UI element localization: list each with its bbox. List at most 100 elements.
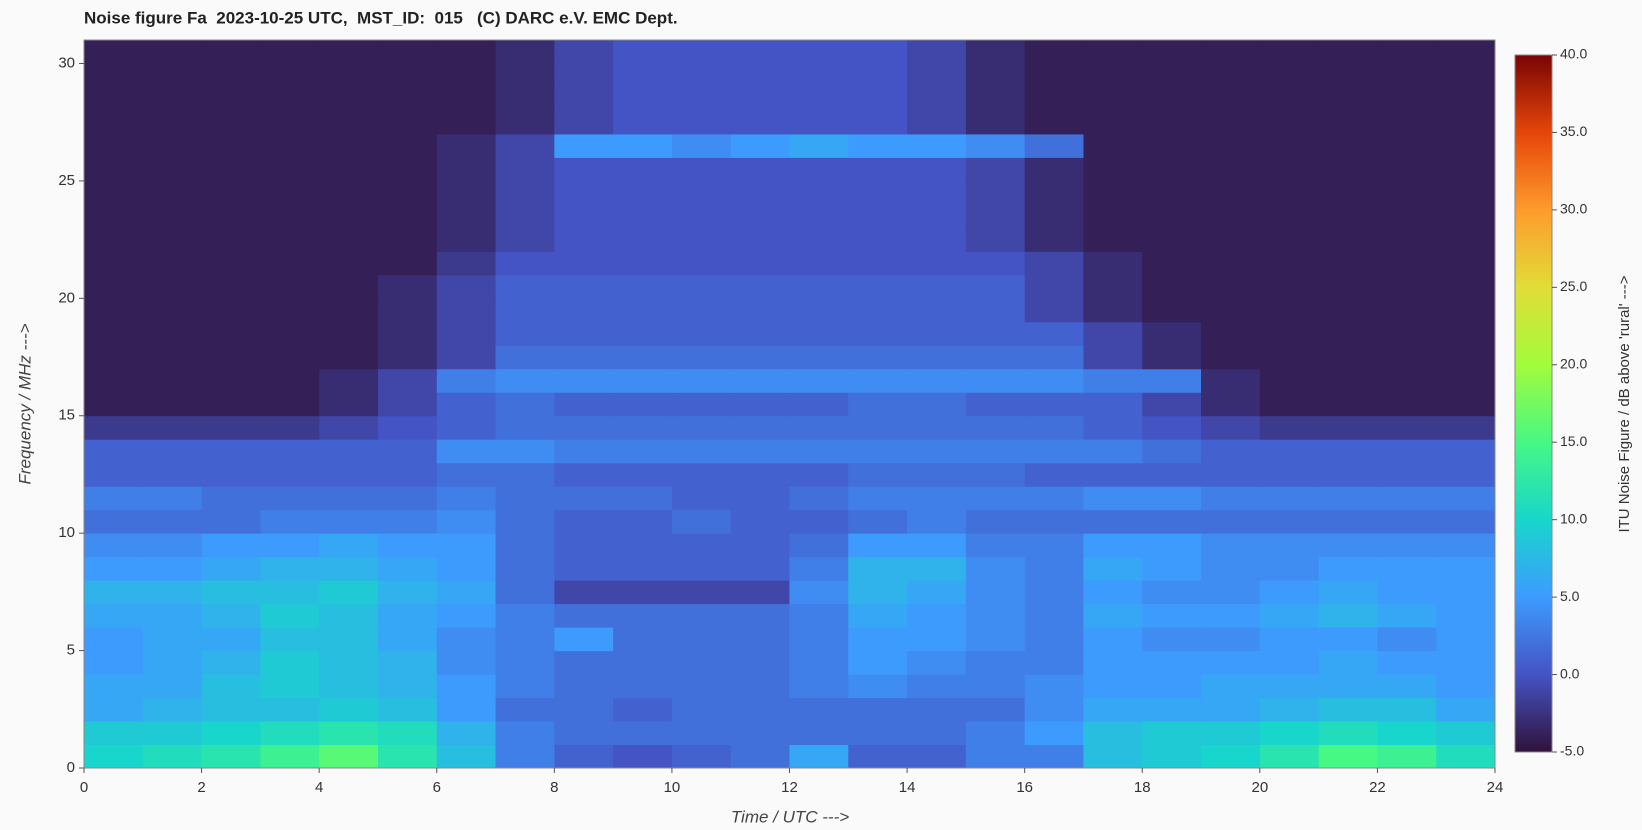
heatmap-cell [260,157,320,182]
heatmap-cell [260,462,320,487]
heatmap-cell [201,509,261,534]
heatmap-cell [1259,392,1320,417]
heatmap-cell [965,650,1026,675]
heatmap-cell [789,298,849,323]
heatmap-cell [730,392,790,417]
heatmap-cell [260,509,320,534]
heatmap-cell [1024,204,1084,229]
x-tick-label: 4 [315,779,323,796]
heatmap-cell [1024,580,1084,605]
heatmap-cell [319,251,379,276]
heatmap-cell [495,157,555,182]
heatmap-cell [671,439,732,464]
heatmap-cell [1024,650,1084,675]
heatmap-cell [260,368,320,393]
heatmap-cell [1318,63,1378,88]
heatmap-cell [613,415,673,440]
heatmap-cell [319,368,379,393]
heatmap-cell [1377,298,1437,323]
colorbar-tick-label: 15.0 [1560,433,1587,449]
x-tick-label: 20 [1251,779,1268,796]
heatmap-cell [730,298,790,323]
heatmap-cell [730,462,790,487]
heatmap-cell [965,721,1026,746]
heatmap-cell [671,556,732,581]
heatmap-cell [554,392,614,417]
heatmap-cell [142,157,203,182]
heatmap-cell [1024,439,1084,464]
heatmap-cell [907,627,967,652]
heatmap-cell [789,744,849,769]
heatmap-cell [554,744,614,769]
colorbar [1514,54,1553,753]
heatmap-cell [1201,462,1261,487]
heatmap-cell [260,439,320,464]
heatmap-cell [554,486,614,511]
heatmap-cell [1142,509,1202,534]
heatmap-cell [1083,650,1143,675]
heatmap-cell [848,580,908,605]
heatmap-cell [142,439,203,464]
heatmap-cell [907,321,967,346]
heatmap-cell [1201,40,1261,64]
heatmap-cell [436,603,497,628]
heatmap-cell [907,345,967,370]
heatmap-cell [1259,697,1320,722]
heatmap-cell [495,40,555,64]
heatmap-cell [1142,744,1202,769]
heatmap-cell [1377,321,1437,346]
heatmap-cell [907,697,967,722]
heatmap-cell [1436,415,1496,440]
heatmap-cell [84,627,144,652]
heatmap-cell [1142,533,1202,558]
heatmap-cell [142,251,203,276]
heatmap-cell [730,133,790,158]
heatmap-cell [1024,392,1084,417]
heatmap-cell [142,556,203,581]
heatmap-cell [1024,533,1084,558]
heatmap-cell [1318,86,1378,111]
heatmap-cell [1142,40,1202,64]
heatmap-cell [554,345,614,370]
heatmap-cell [1318,486,1378,511]
heatmap-cell [730,204,790,229]
x-tick-label: 24 [1487,779,1504,796]
heatmap-cell [1259,627,1320,652]
heatmap-cell [907,204,967,229]
heatmap-cell [554,251,614,276]
heatmap-cell [319,86,379,111]
heatmap-cell [1436,744,1496,769]
heatmap-cell [1377,368,1437,393]
heatmap-cell [319,533,379,558]
heatmap-cell [671,345,732,370]
heatmap-cell [436,462,497,487]
heatmap-cell [554,533,614,558]
heatmap-cell [1201,439,1261,464]
heatmap-cell [319,298,379,323]
heatmap-cell [789,486,849,511]
heatmap-cell [319,274,379,299]
heatmap-cell [1201,251,1261,276]
heatmap-cell [613,744,673,769]
heatmap-cell [1377,603,1437,628]
heatmap-cell [671,392,732,417]
heatmap-cell [377,509,438,534]
heatmap-cell [554,110,614,135]
heatmap-cell [907,40,967,64]
heatmap-cell [436,274,497,299]
heatmap-cell [1436,439,1496,464]
heatmap-cell [1377,40,1437,64]
heatmap-cell [84,63,144,88]
heatmap-cell [260,274,320,299]
heatmap-cell [1024,556,1084,581]
heatmap-cell [789,721,849,746]
colorbar-tick-label: 40.0 [1560,46,1587,62]
heatmap-cell [84,204,144,229]
heatmap-cell [848,321,908,346]
heatmap-cell [142,462,203,487]
heatmap-cell [495,439,555,464]
heatmap-cell [1318,650,1378,675]
heatmap-cell [260,415,320,440]
x-tick-label: 6 [433,779,441,796]
heatmap-cell [554,40,614,64]
